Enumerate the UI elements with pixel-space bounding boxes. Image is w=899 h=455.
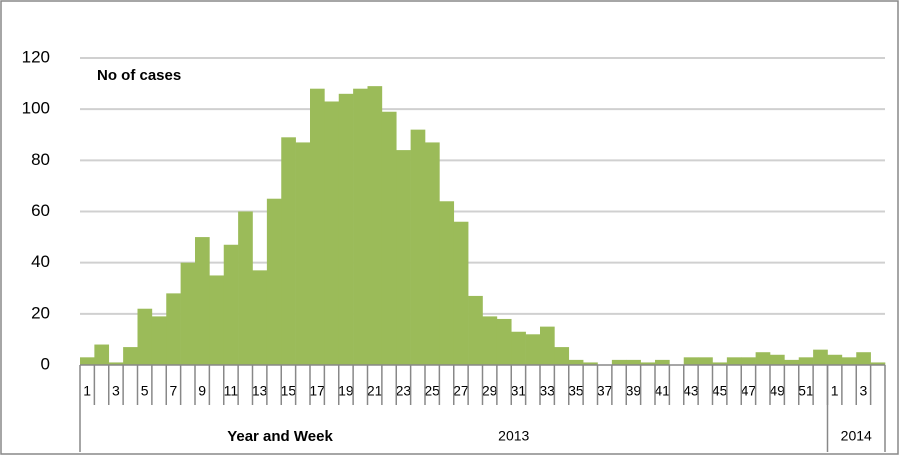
x-tick-label: 27	[453, 383, 469, 399]
bar	[540, 326, 555, 365]
bar	[425, 142, 440, 365]
y-tick-label: 40	[31, 252, 50, 271]
x-tick-label: 39	[626, 383, 642, 399]
bar	[166, 293, 181, 365]
x-tick-label: 51	[798, 383, 814, 399]
bar	[410, 129, 426, 365]
bar	[94, 344, 110, 365]
bar	[209, 275, 225, 365]
x-tick-label: 45	[712, 383, 728, 399]
bar	[583, 362, 598, 365]
x-tick-label: 17	[309, 383, 325, 399]
bar	[827, 354, 843, 365]
x-tick-label: 11	[224, 383, 239, 399]
bar	[180, 262, 196, 365]
y-tick-label: 100	[22, 99, 50, 118]
x-tick-label: 29	[482, 383, 498, 399]
x-tick-label: 21	[367, 383, 383, 399]
x-tick-label: 5	[141, 383, 149, 399]
bar	[870, 362, 886, 365]
bar	[151, 316, 167, 365]
bar	[712, 362, 728, 365]
y-tick-label: 0	[41, 354, 50, 373]
bar	[482, 316, 498, 365]
x-tick-label: 49	[769, 383, 785, 399]
year-label: 2014	[841, 428, 872, 444]
bar	[238, 211, 253, 365]
bar	[655, 359, 670, 365]
bar	[784, 359, 800, 365]
bar	[367, 86, 383, 366]
bar	[123, 347, 138, 365]
bar	[324, 101, 340, 365]
bar	[626, 359, 641, 365]
x-tick-label: 13	[252, 383, 268, 399]
x-tick-label: 3	[860, 383, 868, 399]
annotation: No of cases	[97, 67, 181, 84]
bar	[80, 357, 95, 365]
bar	[353, 88, 368, 365]
bar	[453, 221, 469, 365]
bar	[798, 357, 814, 365]
x-tick-label: 43	[683, 383, 699, 399]
bar	[813, 349, 828, 365]
bar	[295, 142, 311, 365]
x-tick-label: 41	[654, 383, 670, 399]
x-tick-label: 15	[281, 383, 297, 399]
y-tick-label: 20	[31, 303, 50, 322]
x-tick-label: 7	[170, 383, 178, 399]
x-tick-label: 25	[424, 383, 440, 399]
bar	[741, 357, 756, 365]
x-tick-label: 19	[338, 383, 354, 399]
bar	[726, 357, 742, 365]
bar	[281, 137, 296, 365]
bar	[252, 270, 268, 365]
bar	[396, 150, 411, 365]
bar	[856, 352, 871, 365]
bar	[755, 352, 771, 365]
bar	[525, 334, 541, 365]
bar	[511, 331, 526, 365]
bar	[640, 362, 656, 365]
bar	[683, 357, 699, 365]
bar	[439, 201, 455, 365]
x-tick-label: 35	[568, 383, 584, 399]
x-axis-title: Year and Week	[227, 428, 333, 445]
x-tick-label: 1	[83, 383, 91, 399]
bar	[338, 93, 354, 366]
x-tick-label: 31	[511, 383, 527, 399]
x-tick-label: 3	[112, 383, 120, 399]
bar	[381, 111, 397, 365]
x-tick-label: 1	[831, 383, 839, 399]
y-tick-label: 120	[22, 47, 50, 66]
bar	[137, 308, 153, 365]
y-tick-label: 80	[31, 150, 50, 169]
year-label: 2013	[498, 428, 529, 444]
bar	[195, 237, 210, 365]
bar	[554, 347, 570, 365]
bar	[468, 295, 483, 365]
bar	[698, 357, 713, 365]
bar	[841, 357, 857, 365]
x-tick-label: 23	[396, 383, 412, 399]
bar	[496, 318, 512, 365]
x-tick-label: 33	[539, 383, 555, 399]
bar	[770, 354, 785, 365]
x-tick-label: 9	[198, 383, 206, 399]
bar	[611, 359, 627, 365]
bar	[108, 362, 124, 365]
bar	[568, 359, 584, 365]
bar	[310, 88, 325, 365]
bar	[223, 244, 239, 365]
y-tick-label: 60	[31, 201, 50, 220]
x-tick-label: 47	[741, 383, 757, 399]
bar	[266, 198, 282, 365]
x-tick-label: 37	[597, 383, 613, 399]
